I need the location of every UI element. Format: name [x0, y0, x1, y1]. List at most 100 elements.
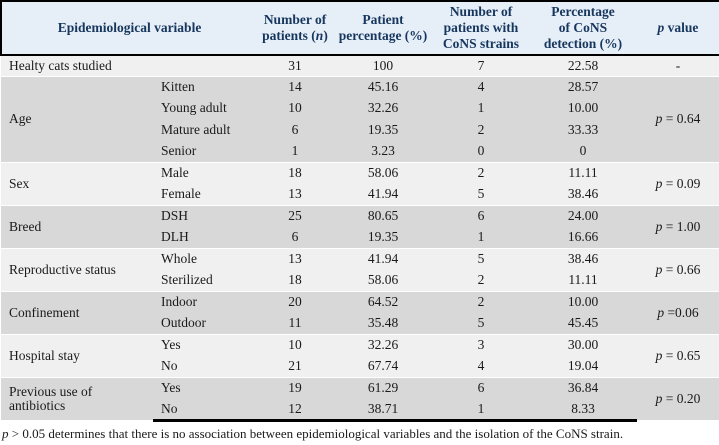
patient-percentage-cell: 35.48 — [367, 315, 399, 331]
cons-detection-percentage-cell: 24.00 — [529, 204, 637, 227]
table-header-row: Epidemiological variable Number of patie… — [0, 0, 719, 56]
patient-percentage-cell: 45.16 — [333, 75, 433, 98]
epidemiology-table: Epidemiological variable Number of patie… — [0, 0, 719, 422]
p-symbol: p — [655, 347, 663, 363]
group-label-cell: Reproductive status — [1, 247, 153, 292]
patient-percentage-cell: 3.23 — [371, 143, 395, 159]
number-of-patients-cell: 10 — [257, 333, 333, 356]
patient-percentage-cell: 41.94 — [367, 186, 399, 202]
table-row: Sex Male 18 58.06 2 11.11 p = 0.09 — [1, 161, 719, 206]
patients-with-cons-cell: 4 — [433, 75, 529, 98]
subcategory-cell: DLH — [161, 229, 189, 245]
patients-with-cons-cell: 6 — [433, 376, 529, 399]
subcategory-cell: Kitten — [153, 75, 257, 98]
patient-percentage-cell: 61.29 — [333, 376, 433, 399]
table-row: Breed DSH 25 80.65 6 24.00 p = 1.00 — [1, 204, 719, 249]
table-row: Reproductive status Whole 13 41.94 5 38.46 p =… — [1, 247, 719, 292]
p-value-cell: p = 0.20 — [637, 376, 719, 421]
subcategory-cell: Whole — [153, 247, 257, 270]
number-of-patients-cell: 18 — [257, 161, 333, 184]
number-of-patients-cell: 12 — [257, 398, 333, 422]
patients-with-cons-cell: 7 — [433, 54, 529, 77]
number-of-patients-cell: 18 — [288, 272, 302, 288]
table-header: Epidemiological variable Number of patie… — [0, 0, 719, 56]
table-row: No 21 67.74 4 19.04 — [1, 356, 719, 378]
p-value-cell: p = 1.00 — [637, 204, 719, 249]
number-of-patients-cell: 19 — [257, 376, 333, 399]
group-label-cell: Hospital stay — [1, 333, 153, 378]
number-of-patients-cell: 13 — [288, 186, 302, 202]
patients-with-cons-cell: 3 — [433, 333, 529, 356]
subcategory-cell: Yes — [153, 376, 257, 399]
patients-with-cons-cell: 2 — [477, 272, 485, 288]
p-value-cell: - — [637, 54, 719, 77]
patients-with-cons-cell: 5 — [477, 315, 485, 331]
subcategory-cell: Indoor — [153, 290, 257, 313]
col-header-p-value: p value — [637, 0, 719, 56]
p-symbol: p — [655, 111, 663, 127]
p-value-cell: p = 0.66 — [637, 247, 719, 292]
patients-with-cons-cell: 0 — [477, 143, 485, 159]
cons-detection-percentage-cell: 38.46 — [567, 186, 599, 202]
cons-detection-percentage-cell: 38.46 — [529, 247, 637, 270]
patient-percentage-cell: 38.71 — [333, 398, 433, 422]
p-symbol: p — [655, 175, 663, 191]
table-row: Sterilized 18 58.06 2 11.11 — [1, 270, 719, 292]
patients-with-cons-cell: 1 — [477, 100, 485, 116]
cons-detection-percentage-cell: 11.11 — [568, 272, 598, 288]
group-label-cell: Sex — [1, 161, 153, 206]
col-header-percentage-cons-detection: Percentage of CoNS detection (%) — [529, 0, 637, 56]
cons-detection-percentage-cell: 16.66 — [567, 229, 599, 245]
subcategory-cell: Outdoor — [161, 315, 206, 331]
group-sex: Sex Male 18 58.06 2 11.11 p = 0.09 Female 13 41.9… — [1, 161, 719, 206]
cons-detection-percentage-cell: 28.57 — [529, 75, 637, 98]
table-row: Previous use of antibiotics Yes 19 61.29 6 36… — [1, 376, 719, 421]
p-symbol: p — [655, 261, 663, 277]
p-value-cell: p = 0.09 — [637, 161, 719, 206]
number-of-patients-cell: 21 — [288, 358, 302, 374]
number-of-patients-cell: 31 — [257, 54, 333, 77]
patient-percentage-cell: 100 — [333, 54, 433, 77]
p-value-cell: p =0.06 — [637, 290, 719, 335]
patients-with-cons-cell: 2 — [433, 290, 529, 313]
number-of-patients-cell: 1 — [291, 143, 299, 159]
patient-percentage-cell: 19.35 — [367, 121, 399, 137]
footnote-text: > 0.05 determines that there is no assoc… — [8, 425, 624, 441]
subcategory-cell: Female — [161, 186, 201, 202]
table-row: Confinement Indoor 20 64.52 2 10.00 p =0.06 — [1, 290, 719, 335]
number-of-patients-cell: 25 — [257, 204, 333, 227]
subcategory-cell: Young adult — [161, 100, 227, 116]
patient-percentage-cell: 19.35 — [367, 229, 399, 245]
table-footnote: p > 0.05 determines that there is no ass… — [0, 422, 719, 442]
group-label-cell: Healty cats studied — [1, 54, 153, 77]
col-header-number-of-patients: Number of patients (n) — [257, 0, 333, 56]
cons-detection-percentage-cell: 45.45 — [567, 315, 599, 331]
cons-detection-percentage-cell: 8.33 — [529, 398, 637, 422]
subcategory-cell — [153, 54, 257, 77]
number-of-patients-cell: 14 — [257, 75, 333, 98]
number-of-patients-cell: 11 — [288, 315, 302, 331]
cons-detection-percentage-cell: 22.58 — [529, 54, 637, 77]
group-label-cell: Age — [1, 75, 153, 163]
patient-percentage-cell: 41.94 — [333, 247, 433, 270]
group-reproductive-status: Reproductive status Whole 13 41.94 5 38.46 p =… — [1, 247, 719, 292]
subcategory-cell: Sterilized — [161, 272, 213, 288]
patients-with-cons-cell: 2 — [477, 121, 485, 137]
number-of-patients-cell: 6 — [291, 121, 299, 137]
patient-percentage-cell: 58.06 — [367, 272, 399, 288]
patients-with-cons-cell: 1 — [477, 229, 485, 245]
p-symbol: p — [655, 218, 663, 234]
patients-with-cons-cell: 6 — [433, 204, 529, 227]
cons-detection-percentage-cell: 11.11 — [529, 161, 637, 184]
cons-detection-percentage-cell: 36.84 — [529, 376, 637, 399]
subcategory-cell: DSH — [153, 204, 257, 227]
subcategory-cell: Male — [153, 161, 257, 184]
patient-percentage-cell: 32.26 — [333, 333, 433, 356]
cons-detection-percentage-cell: 0 — [579, 143, 587, 159]
cons-detection-percentage-cell: 19.04 — [567, 358, 599, 374]
table-row: Female 13 41.94 5 38.46 — [1, 184, 719, 206]
table-row: Mature adult 6 19.35 2 33.33 — [1, 119, 719, 141]
patients-with-cons-cell: 2 — [433, 161, 529, 184]
p-value-cell: p = 0.64 — [637, 75, 719, 163]
col-header-patient-percentage: Patient percentage (%) — [333, 0, 433, 56]
